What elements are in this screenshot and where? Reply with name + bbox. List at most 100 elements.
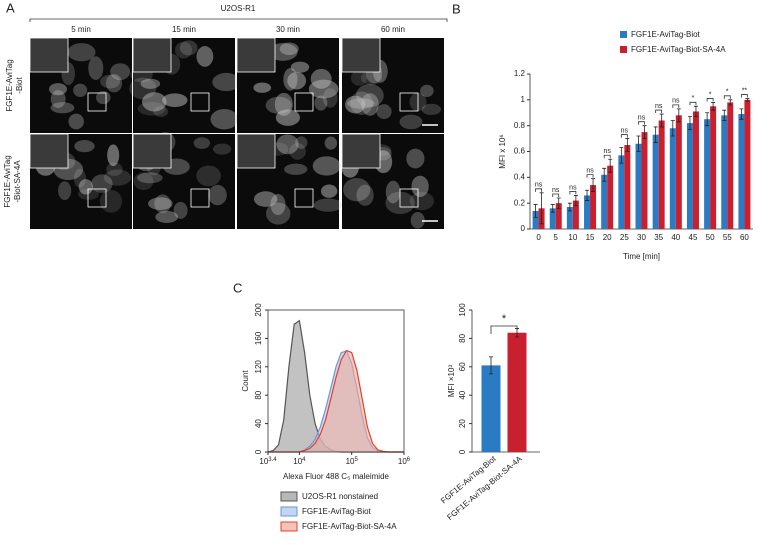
bar — [507, 332, 527, 452]
cell — [275, 109, 301, 126]
sig-bracket — [569, 191, 577, 195]
cell — [360, 70, 383, 86]
error-bar — [705, 112, 710, 127]
row-label-line: -Biot — [15, 77, 24, 94]
cell — [99, 189, 123, 213]
cell — [308, 79, 339, 99]
cell — [289, 143, 306, 160]
cell — [50, 102, 75, 114]
x-tick-label: 103.4 — [259, 457, 277, 467]
error-bar — [711, 102, 716, 111]
cell — [421, 103, 442, 116]
inset — [341, 37, 381, 73]
error-bar — [653, 126, 658, 143]
row-label-line: -Biot-SA-4A — [13, 160, 22, 203]
y-tick-label: 0.2 — [514, 198, 526, 207]
cell — [133, 172, 154, 191]
error-bar — [745, 98, 750, 102]
cell — [347, 98, 375, 109]
cell — [295, 136, 308, 149]
bar — [555, 203, 562, 229]
x-tick-base: 10 — [259, 457, 268, 466]
legend-swatch — [620, 31, 627, 38]
cell — [196, 46, 214, 67]
x-tick-base: 10 — [346, 457, 355, 466]
sig-bracket — [723, 95, 731, 99]
significance: * — [709, 91, 712, 98]
cell — [154, 194, 171, 214]
bar — [669, 128, 676, 229]
cell — [324, 136, 338, 150]
legend-label: FGF1E-AviTag-Biot — [302, 507, 372, 516]
cell — [313, 198, 343, 212]
bracket — [29, 18, 448, 22]
inset — [132, 133, 172, 169]
cell — [137, 101, 166, 116]
y-tick-label: 0.4 — [514, 172, 526, 181]
y-axis-label: Count — [241, 370, 250, 392]
sig-bracket — [490, 325, 518, 334]
sig-bracket — [741, 94, 748, 98]
inset — [236, 133, 276, 169]
cell — [78, 179, 93, 195]
significance: ns — [655, 103, 663, 110]
significance: ns — [603, 148, 611, 155]
bar — [658, 120, 665, 229]
significance: ns — [621, 127, 629, 134]
x-tick-exponent: 3.4 — [268, 457, 277, 463]
sig-bracket — [672, 104, 680, 108]
error-bar — [489, 356, 493, 375]
x-tick-label: 0 — [536, 233, 541, 242]
cell — [284, 163, 308, 175]
roi — [399, 188, 419, 208]
cell — [314, 95, 328, 111]
cell — [103, 169, 132, 186]
x-tick-exponent: 6 — [407, 457, 411, 463]
roi — [294, 188, 314, 208]
bar — [549, 208, 556, 229]
significance: ns — [552, 187, 560, 194]
error-bar — [550, 204, 555, 213]
cell — [88, 56, 104, 81]
row-label: FGF1E-AviTag-Biot-SA-4A — [3, 155, 22, 207]
x-tick-label: 35 — [654, 233, 663, 242]
row-label: FGF1E-AviTag-Biot — [5, 59, 24, 111]
x-tick-label: 55 — [723, 233, 732, 242]
cell — [385, 180, 401, 204]
roi — [87, 92, 107, 112]
cell — [320, 184, 338, 198]
roi — [399, 92, 419, 112]
y-axis-label: MFI x 10⁶ — [498, 134, 507, 168]
error-bar — [567, 202, 572, 212]
sig-bracket — [638, 121, 645, 125]
cell — [350, 91, 373, 115]
y-tick-label: 120 — [254, 360, 263, 374]
error-bar — [636, 135, 641, 152]
y-tick-label: 160 — [254, 331, 263, 345]
cell — [179, 40, 198, 56]
cell — [411, 175, 429, 198]
cell — [110, 63, 131, 81]
error-bar — [625, 138, 630, 152]
roi — [190, 92, 210, 112]
cell — [212, 72, 241, 92]
significance: ns — [586, 167, 594, 174]
y-tick-label: 0 — [458, 449, 467, 454]
significance: ns — [638, 115, 646, 122]
cell — [276, 134, 299, 155]
sig-bracket — [655, 109, 663, 114]
sig-bracket — [552, 193, 560, 197]
y-tick-label: 0.8 — [514, 121, 526, 130]
bar — [652, 134, 659, 229]
cell — [106, 162, 123, 176]
x-tick-label: 45 — [689, 233, 698, 242]
column-label: 60 min — [381, 25, 405, 34]
bar — [738, 114, 745, 229]
bar — [566, 207, 573, 229]
error-bar — [659, 113, 664, 128]
cell — [193, 137, 211, 149]
bar — [641, 132, 648, 229]
bar — [675, 115, 682, 229]
error-bar — [539, 192, 544, 225]
y-tick-label: 0 — [521, 224, 526, 233]
